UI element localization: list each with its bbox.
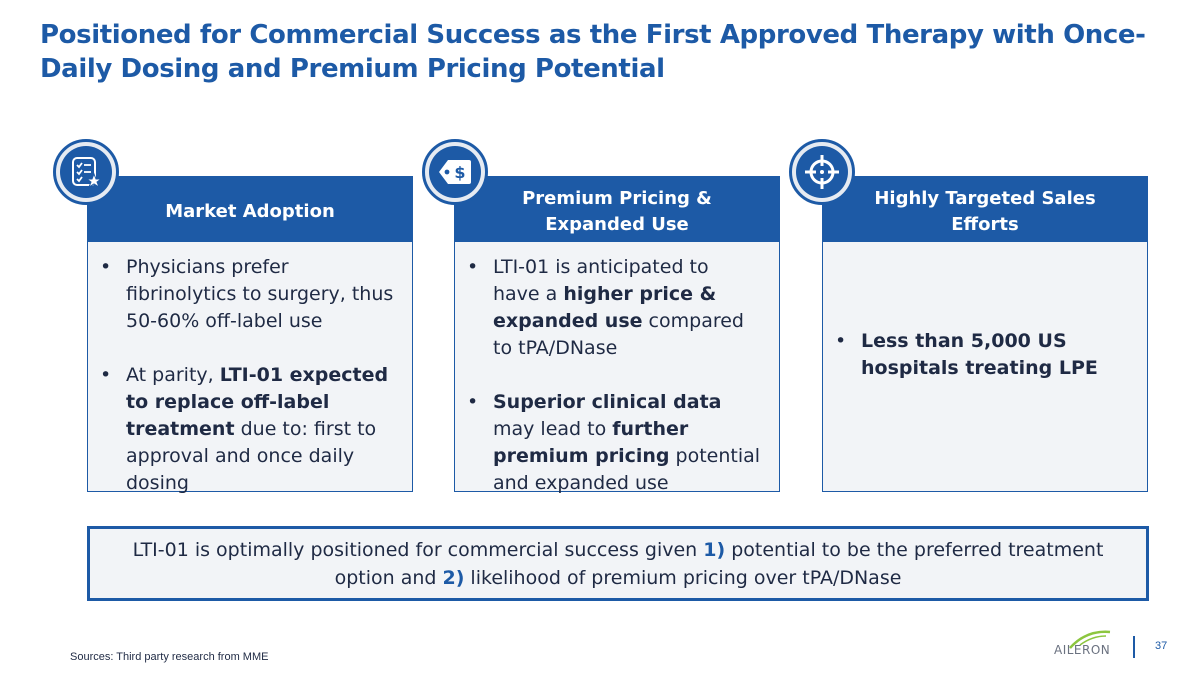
aileron-logo-swoosh-icon bbox=[1069, 630, 1111, 649]
card-body: Physicians prefer fibrinolytics to surge… bbox=[87, 242, 413, 494]
sources-footnote: Sources: Third party research from MME bbox=[70, 651, 269, 663]
bullet-item: At parity, LTI-01 expected to replace of… bbox=[98, 362, 394, 497]
price-tag-dollar-icon: $ bbox=[422, 139, 488, 205]
footer-divider bbox=[1133, 636, 1135, 658]
card-body: Less than 5,000 US hospitals treating LP… bbox=[822, 242, 1148, 492]
summary-box: LTI-01 is optimally positioned for comme… bbox=[87, 526, 1149, 601]
card-header: Premium Pricing & Expanded Use bbox=[454, 176, 780, 242]
card-header: Highly Targeted Sales Efforts bbox=[822, 176, 1148, 242]
svg-text:$: $ bbox=[454, 163, 465, 182]
card-targeted-sales: Highly Targeted Sales Efforts Less than … bbox=[822, 176, 1148, 492]
card-market-adoption: Market Adoption Physicians prefer fibrin… bbox=[87, 176, 413, 494]
bullet-list: LTI-01 is anticipated to have a higher p… bbox=[465, 254, 761, 497]
bullet-list: Physicians prefer fibrinolytics to surge… bbox=[98, 254, 394, 497]
page-number: 37 bbox=[1155, 640, 1168, 652]
crosshair-target-icon bbox=[789, 139, 855, 205]
card-premium-pricing: Premium Pricing &Expanded Use LTI-01 is … bbox=[454, 176, 780, 494]
bullet-item: Less than 5,000 US hospitals treating LP… bbox=[833, 328, 1129, 382]
card-header: Market Adoption bbox=[87, 176, 413, 242]
card-body: LTI-01 is anticipated to have a higher p… bbox=[454, 242, 780, 494]
slide-title: Positioned for Commercial Success as the… bbox=[40, 20, 1146, 84]
bullet-item: Physicians prefer fibrinolytics to surge… bbox=[98, 254, 394, 335]
company-logo: AILERON bbox=[1054, 643, 1111, 657]
bullet-list: Less than 5,000 US hospitals treating LP… bbox=[833, 328, 1129, 382]
checklist-star-icon bbox=[53, 139, 119, 205]
bullet-item: Superior clinical data may lead to furth… bbox=[465, 389, 761, 497]
bullet-item: LTI-01 is anticipated to have a higher p… bbox=[465, 254, 761, 362]
